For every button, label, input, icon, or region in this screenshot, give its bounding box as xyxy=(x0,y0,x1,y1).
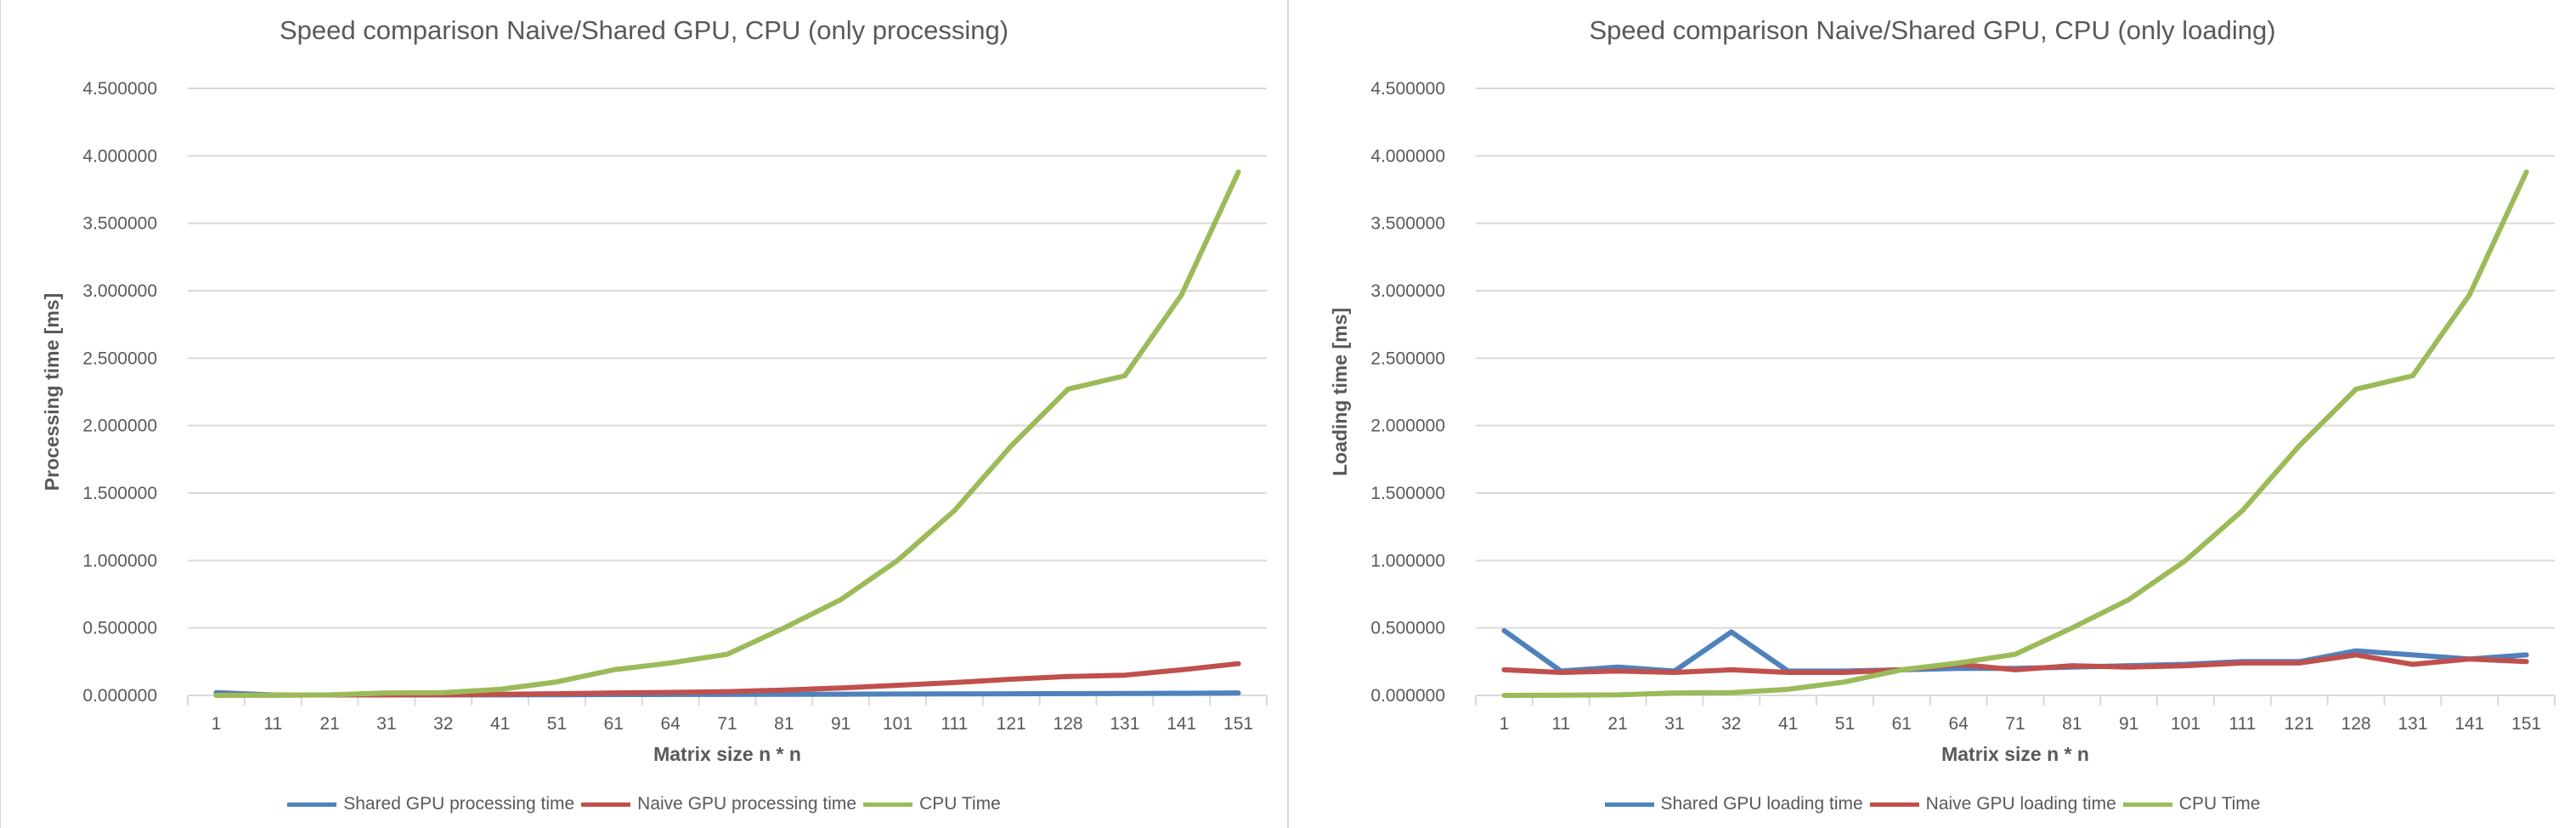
y-tick-label: 4.500000 xyxy=(82,79,157,99)
x-tick-label: 32 xyxy=(1721,714,1741,734)
x-tick-label: 51 xyxy=(547,714,567,734)
series-line-cpu xyxy=(213,169,1241,698)
x-tick-label: 141 xyxy=(1167,714,1196,734)
legend-label: Shared GPU processing time xyxy=(343,794,575,814)
chart-legend: Shared GPU processing time Naive GPU pro… xyxy=(1,794,1287,814)
x-tick-label: 41 xyxy=(490,714,510,734)
legend-label: CPU Time xyxy=(2178,794,2261,814)
x-tick-label: 71 xyxy=(2005,714,2025,734)
chart-panel-processing: Speed comparison Naive/Shared GPU, CPU (… xyxy=(0,0,1287,828)
series-line-cpu xyxy=(1501,169,2529,698)
y-axis-title: Loading time [ms] xyxy=(1329,308,1351,476)
x-tick-label: 151 xyxy=(1223,714,1253,734)
legend-swatch-shared xyxy=(1604,802,1654,807)
legend-swatch-cpu xyxy=(863,802,913,807)
x-tick-label: 51 xyxy=(1835,714,1855,734)
y-tick-label: 4.000000 xyxy=(82,146,157,166)
x-tick-label: 11 xyxy=(263,714,282,734)
chart-title: Speed comparison Naive/Shared GPU, CPU (… xyxy=(1589,15,2276,45)
x-tick-label: 31 xyxy=(1664,714,1684,734)
y-tick-label: 4.500000 xyxy=(1370,79,1445,99)
legend-swatch-naive xyxy=(581,802,631,807)
y-tick-label: 3.500000 xyxy=(82,214,157,234)
y-tick-label: 1.000000 xyxy=(82,551,157,570)
y-tick-label: 1.500000 xyxy=(1370,484,1445,503)
x-tick-label: 151 xyxy=(2511,714,2541,734)
x-tick-label: 111 xyxy=(2229,714,2256,734)
legend-item-shared: Shared GPU loading time xyxy=(1604,794,1863,814)
x-tick-label: 64 xyxy=(660,714,681,734)
legend-swatch-cpu xyxy=(2122,802,2172,807)
chart-plot-loading: 0.000000 0.500000 1.000000 1.500000 2.000000… xyxy=(1329,79,2556,765)
y-tick-label: 0.000000 xyxy=(82,686,157,706)
chart-title: Speed comparison Naive/Shared GPU, CPU (… xyxy=(279,15,1009,45)
legend-item-shared: Shared GPU processing time xyxy=(287,794,574,814)
y-tick-label: 2.500000 xyxy=(1370,349,1445,368)
legend-swatch-naive xyxy=(1869,802,1919,807)
legend-item-naive: Naive GPU loading time xyxy=(1869,794,2116,814)
x-tick-label: 64 xyxy=(1948,714,1969,734)
x-tick-label: 1 xyxy=(1500,714,1510,734)
y-axis-title: Processing time [ms] xyxy=(41,293,63,491)
x-tick-label: 121 xyxy=(2285,714,2314,734)
series-line-shared xyxy=(1501,627,2529,674)
y-tick-label: 2.500000 xyxy=(82,349,157,368)
legend-swatch-shared xyxy=(287,802,337,807)
x-tick-label: 131 xyxy=(1110,714,1139,734)
legend-item-naive: Naive GPU processing time xyxy=(581,794,856,814)
y-tick-label: 3.000000 xyxy=(1370,281,1445,301)
x-axis-title: Matrix size n * n xyxy=(653,743,801,765)
legend-item-cpu: CPU Time xyxy=(2122,794,2261,814)
x-tick-label: 128 xyxy=(1054,714,1083,734)
x-tick-label: 61 xyxy=(1892,714,1912,734)
x-tick-label: 21 xyxy=(319,714,339,734)
x-tick-label: 81 xyxy=(2062,714,2082,734)
x-tick-label: 101 xyxy=(883,714,912,734)
x-axis-title: Matrix size n * n xyxy=(1941,743,2089,765)
y-tick-label: 2.000000 xyxy=(1370,417,1445,436)
chart-legend: Shared GPU loading time Naive GPU loadin… xyxy=(1289,794,2576,814)
x-tick-label: 61 xyxy=(604,714,624,734)
x-tick-label: 128 xyxy=(2342,714,2371,734)
legend-label: Shared GPU loading time xyxy=(1660,794,1863,814)
x-tick-label: 91 xyxy=(831,714,850,734)
series-line-naive xyxy=(1501,652,2529,675)
y-tick-label: 2.000000 xyxy=(82,417,157,436)
x-tick-label: 91 xyxy=(2119,714,2138,734)
chart-plot-processing: 0.000000 0.500000 1.000000 1.500000 2.000000… xyxy=(41,79,1268,765)
x-tick-label: 81 xyxy=(774,714,794,734)
x-tick-label: 32 xyxy=(433,714,453,734)
x-tick-label: 121 xyxy=(997,714,1026,734)
y-tick-label: 4.000000 xyxy=(1370,146,1445,166)
x-tick-label: 21 xyxy=(1607,714,1627,734)
y-tick-label: 1.500000 xyxy=(82,484,157,503)
legend-label: CPU Time xyxy=(919,794,1001,814)
x-tick-label: 41 xyxy=(1778,714,1798,734)
y-tick-label: 3.000000 xyxy=(82,281,157,301)
y-tick-label: 0.500000 xyxy=(82,619,157,638)
series-line-naive xyxy=(213,661,1241,698)
x-tick-label: 101 xyxy=(2171,714,2200,734)
y-tick-label: 3.500000 xyxy=(1370,214,1445,234)
x-tick-label: 1 xyxy=(212,714,222,734)
x-tick-label: 141 xyxy=(2455,714,2484,734)
x-tick-label: 71 xyxy=(717,714,737,734)
x-tick-label: 131 xyxy=(2398,714,2427,734)
x-tick-label: 31 xyxy=(376,714,396,734)
y-tick-label: 0.500000 xyxy=(1370,619,1445,638)
legend-label: Naive GPU processing time xyxy=(637,794,857,814)
legend-label: Naive GPU loading time xyxy=(1925,794,2116,814)
y-tick-label: 1.000000 xyxy=(1370,551,1445,570)
y-tick-label: 0.000000 xyxy=(1370,686,1445,706)
legend-item-cpu: CPU Time xyxy=(863,794,1001,814)
x-tick-label: 11 xyxy=(1551,714,1570,734)
chart-panel-loading: Speed comparison Naive/Shared GPU, CPU (… xyxy=(1287,0,2576,828)
x-tick-label: 111 xyxy=(941,714,968,734)
